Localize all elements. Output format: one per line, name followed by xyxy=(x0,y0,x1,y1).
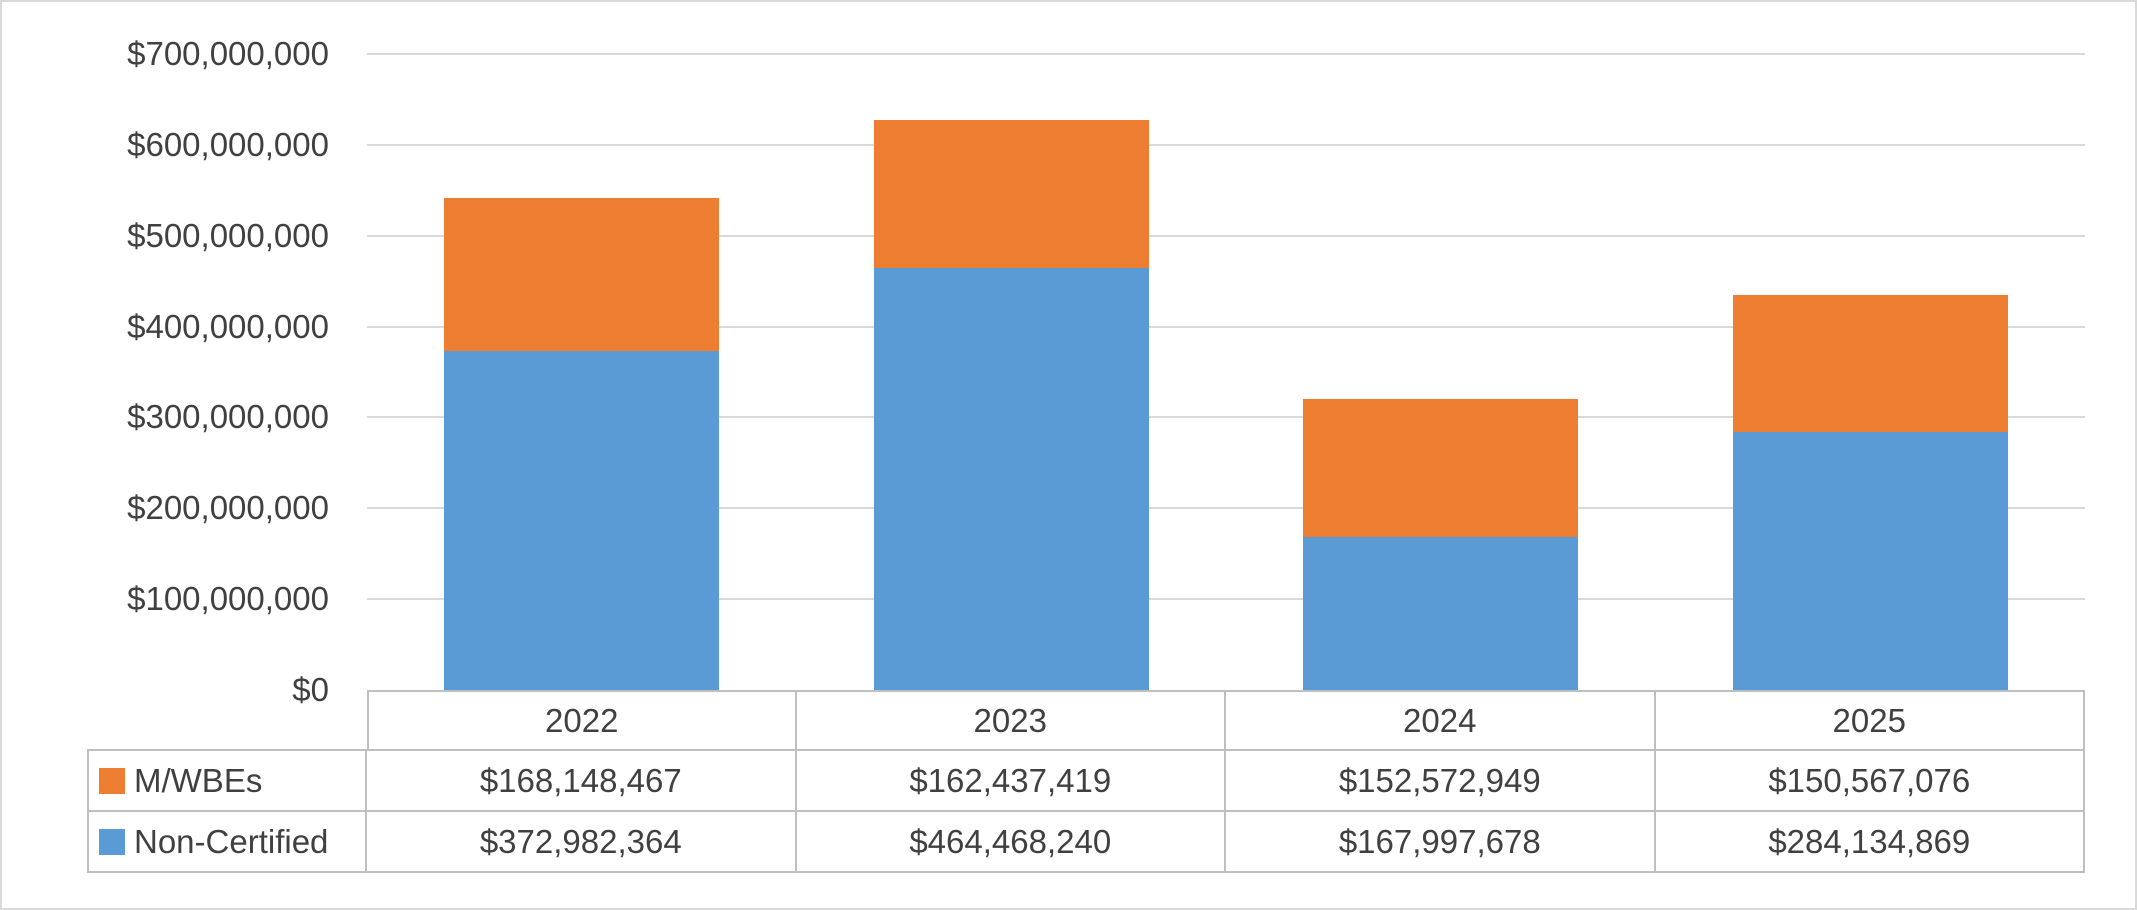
gridline xyxy=(367,507,2085,510)
gridline xyxy=(367,416,2085,419)
legend-key-non-certified-icon xyxy=(99,828,125,855)
y-axis-tick-label: $600,000,000 xyxy=(127,125,329,163)
bar-segment-m-wbes-2022 xyxy=(444,198,720,352)
legend-cell-m-wbes: M/WBEs xyxy=(87,751,367,812)
bar-segment-non-certified-2025 xyxy=(1732,431,2008,690)
y-axis-tick-label: $0 xyxy=(292,671,329,708)
legend-label-m-wbes: M/WBEs xyxy=(134,761,263,799)
table-value-cell-non-certified-2024: $167,997,678 xyxy=(1226,812,1656,873)
bar-segment-m-wbes-2025 xyxy=(1732,295,2008,432)
legend-cell-non-certified: Non-Certified xyxy=(87,812,367,873)
gridline xyxy=(367,325,2085,328)
gridline xyxy=(367,598,2085,601)
table-year-cell-2022: 2022 xyxy=(367,690,797,751)
table-value-cell-non-certified-2022: $372,982,364 xyxy=(367,812,797,873)
table-year-cell-2025: 2025 xyxy=(1655,690,2085,751)
bar-segment-non-certified-2024 xyxy=(1303,537,1579,690)
table-year-cell-2023: 2023 xyxy=(796,690,1226,751)
y-axis-tick-label: $300,000,000 xyxy=(127,398,329,436)
gridline xyxy=(367,234,2085,237)
table-value-cell-m-wbes-2025: $150,567,076 xyxy=(1655,751,2085,812)
table-value-cell-non-certified-2025: $284,134,869 xyxy=(1655,812,2085,873)
table-year-cell-2024: 2024 xyxy=(1226,690,1656,751)
gridline xyxy=(367,143,2085,146)
data-table: 2022 2023 2024 2025 M/WBEs $168,148,467 $162,4… xyxy=(87,690,2085,873)
bar-segment-m-wbes-2023 xyxy=(873,120,1149,268)
y-axis-tick-label: $400,000,000 xyxy=(127,307,329,345)
y-axis-tick-label: $700,000,000 xyxy=(127,35,329,72)
y-axis-tick-label: $100,000,000 xyxy=(127,580,329,618)
table-value-cell-m-wbes-2024: $152,572,949 xyxy=(1226,751,1656,812)
gridline xyxy=(367,53,2085,55)
data-table-corner xyxy=(87,690,367,751)
bar-segment-non-certified-2022 xyxy=(444,351,720,690)
table-value-cell-m-wbes-2022: $168,148,467 xyxy=(367,751,797,812)
legend-key-m-wbes-icon xyxy=(99,767,125,794)
bar-segment-m-wbes-2024 xyxy=(1303,398,1579,538)
y-axis-tick-label: $500,000,000 xyxy=(127,216,329,254)
table-value-cell-non-certified-2023: $464,468,240 xyxy=(796,812,1226,873)
y-axis-tick-label: $200,000,000 xyxy=(127,489,329,527)
table-value-cell-m-wbes-2023: $162,437,419 xyxy=(796,751,1226,812)
legend-label-non-certified: Non-Certified xyxy=(134,822,329,860)
bar-segment-non-certified-2023 xyxy=(873,267,1149,690)
